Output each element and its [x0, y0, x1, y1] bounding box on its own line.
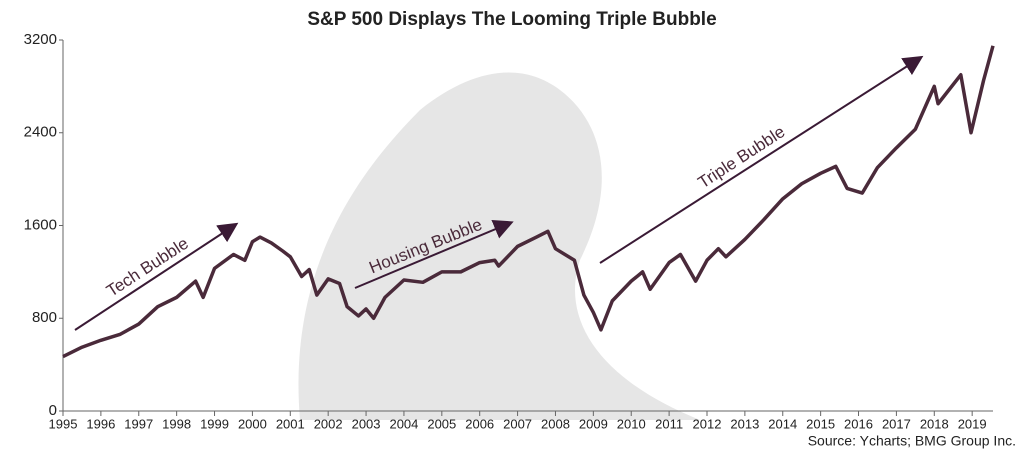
- x-tick-label: 2001: [276, 416, 305, 431]
- y-tick-label: 800: [32, 309, 57, 326]
- x-tick-label: 2017: [882, 416, 911, 431]
- x-tick-label: 2007: [503, 416, 532, 431]
- x-tick-label: 2018: [920, 416, 949, 431]
- x-tick-label: 2002: [314, 416, 343, 431]
- x-tick-label: 1999: [200, 416, 229, 431]
- y-tick-label: 2400: [24, 124, 57, 141]
- x-tick-label: 2000: [238, 416, 267, 431]
- x-tick-label: 2004: [389, 416, 418, 431]
- y-tick-label: 1600: [24, 216, 57, 233]
- arrows: [74, 55, 924, 331]
- line: [62, 45, 995, 359]
- y-tick-label: 3200: [24, 31, 57, 48]
- x-tick-label: 2008: [541, 416, 570, 431]
- x-tick-label: 2013: [730, 416, 759, 431]
- arrow: [354, 219, 514, 289]
- x-tick-label: 2011: [655, 416, 683, 431]
- watermark: [298, 72, 700, 420]
- chart-title: S&P 500 Displays The Looming Triple Bubb…: [307, 9, 716, 30]
- x-tick-label: 2015: [806, 416, 835, 431]
- arrow: [599, 55, 924, 264]
- x-tick-label: 2012: [693, 416, 722, 431]
- x-tick-label: 1995: [49, 416, 78, 431]
- x-tick-label: 2019: [958, 416, 987, 431]
- x-tick-label: 2016: [844, 416, 873, 431]
- x-tick-label: 1997: [124, 416, 153, 431]
- x-tick-label: 1998: [162, 416, 191, 431]
- source: Source: Ycharts; BMG Group Inc.: [808, 433, 1016, 449]
- x-tick-label: 2014: [768, 416, 797, 431]
- x-tick-label: 2009: [579, 416, 608, 431]
- x-tick-label: 2005: [427, 416, 456, 431]
- x-tick-label: 2006: [465, 416, 494, 431]
- arrow: [74, 222, 239, 331]
- x-tick-label: 1996: [86, 416, 115, 431]
- annotation: Triple Bubble: [695, 122, 789, 192]
- x-tick-label: 2003: [352, 416, 381, 431]
- x-tick-label: 2010: [617, 416, 646, 431]
- annotation: Tech Bubble: [103, 234, 192, 301]
- y-tick-label: 0: [49, 402, 57, 419]
